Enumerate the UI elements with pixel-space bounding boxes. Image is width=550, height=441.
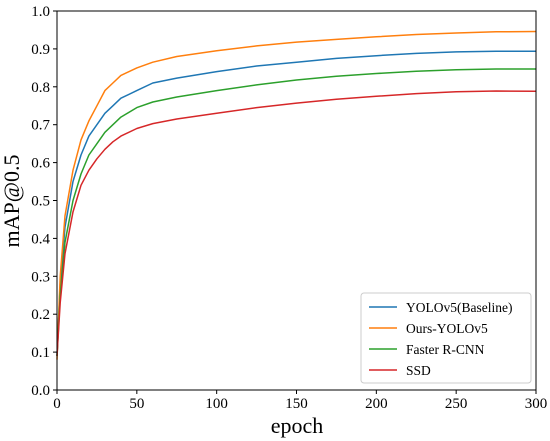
y-tick-label-9: 0.9 <box>31 42 50 58</box>
series-line-3 <box>56 90 537 356</box>
series-line-1 <box>56 30 537 360</box>
series-line-0 <box>56 50 536 356</box>
legend-label-3: SSD <box>406 363 431 378</box>
x-tick-label-5: 250 <box>445 396 468 412</box>
y-tick-label-4: 0.4 <box>31 231 50 247</box>
y-tick-label-3: 0.3 <box>31 269 50 285</box>
y-tick-label-8: 0.8 <box>31 80 50 96</box>
y-tick-label-10: 1.0 <box>31 4 50 20</box>
y-tick-label-0: 0.0 <box>31 383 50 399</box>
series-group <box>56 30 537 360</box>
x-tick-label-0: 0 <box>53 396 61 412</box>
x-tick-label-3: 150 <box>285 396 308 412</box>
y-tick-label-5: 0.5 <box>31 194 50 210</box>
y-tick-label-1: 0.1 <box>31 345 50 361</box>
y-tick-label-7: 0.7 <box>31 118 50 134</box>
x-tick-label-1: 50 <box>129 396 144 412</box>
legend-label-1: Ours-YOLOv5 <box>406 321 488 336</box>
y-axis-title: mAP@0.5 <box>0 155 24 248</box>
series-line-2 <box>56 68 536 356</box>
y-tick-label-6: 0.6 <box>31 156 50 172</box>
x-axis-title: epoch <box>271 413 324 438</box>
plot-area: 0 50 100 150 200 250 300 0.0 0.1 0.2 0.3 0.4 0.5 0.6 0… <box>31 4 547 412</box>
x-tick-label-2: 100 <box>205 396 228 412</box>
legend-label-0: YOLOv5(Baseline) <box>406 300 512 315</box>
y-tick-label-2: 0.2 <box>31 307 50 323</box>
x-tick-label-6: 300 <box>525 396 548 412</box>
legend-box <box>360 292 532 384</box>
x-tick-label-4: 200 <box>365 396 388 412</box>
legend-label-2: Faster R-CNN <box>406 342 485 357</box>
legend: YOLOv5(Baseline) Ours-YOLOv5 Faster R-CNN S… <box>360 292 532 384</box>
